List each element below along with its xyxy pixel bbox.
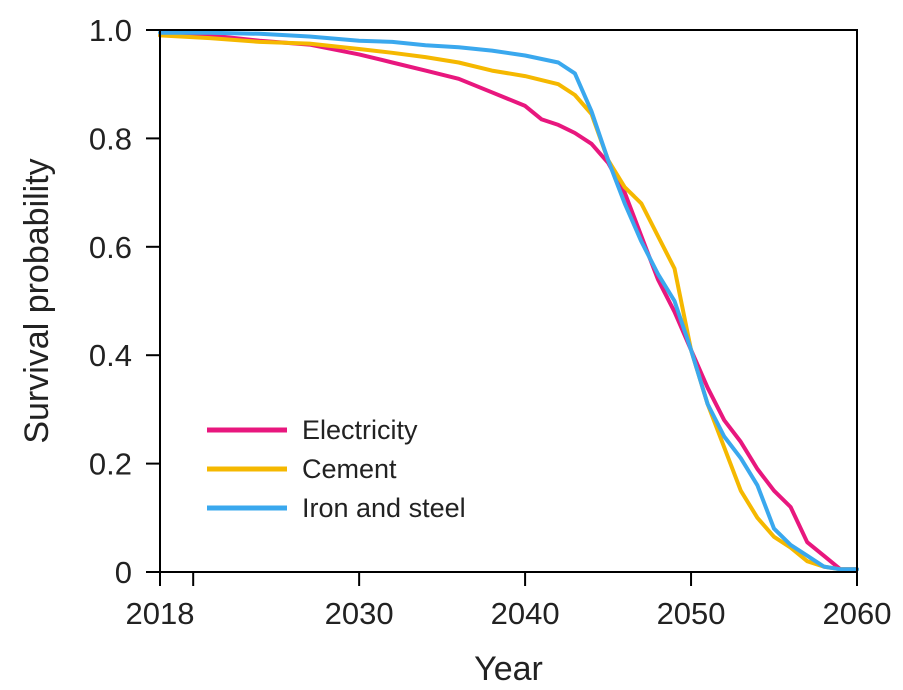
x-axis: 2018 2030 2040 2050 2060	[126, 572, 892, 631]
x-tick-label: 2050	[657, 596, 726, 631]
y-tick-label: 0.8	[89, 121, 132, 156]
x-tick-label: 2040	[491, 596, 560, 631]
series-line-0	[158, 33, 859, 572]
x-tick-label: 2018	[126, 596, 195, 631]
y-tick-label: 1.0	[89, 13, 132, 48]
legend-label-1: Cement	[302, 454, 397, 484]
series-layer	[158, 30, 859, 572]
y-axis-title: Survival probability	[18, 158, 56, 443]
y-tick-label: 0.4	[89, 338, 132, 373]
y-tick-label: 0.6	[89, 230, 132, 265]
x-tick-label: 2030	[325, 596, 394, 631]
y-tick-label: 0.2	[89, 447, 132, 482]
legend: Electricity Cement Iron and steel	[207, 415, 466, 523]
legend-label-2: Iron and steel	[302, 493, 466, 523]
series-line-2	[158, 30, 859, 572]
y-axis: 0 0.2 0.4 0.6 0.8 1.0	[89, 13, 160, 590]
y-tick-label: 0	[115, 555, 132, 590]
legend-label-0: Electricity	[302, 415, 418, 445]
x-axis-title: Year	[474, 650, 543, 688]
plot-frame	[159, 29, 858, 573]
x-tick-label: 2060	[823, 596, 892, 631]
series-line-1	[158, 33, 859, 572]
